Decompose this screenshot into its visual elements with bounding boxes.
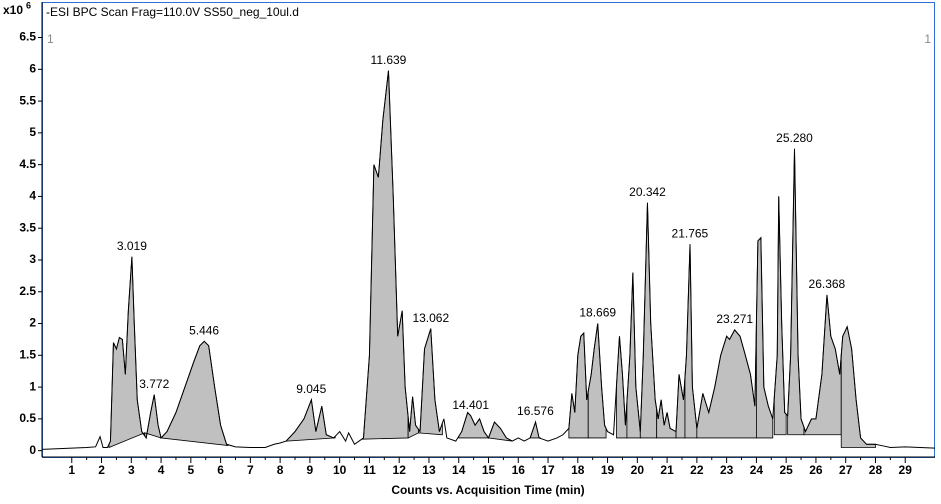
peak-label: 21.765	[672, 226, 709, 240]
x-tick-label: 24	[750, 463, 764, 477]
x-axis-label: Counts vs. Acquisition Time (min)	[391, 483, 584, 497]
peak-label: 14.401	[452, 398, 489, 412]
x-tick-label: 9	[307, 463, 314, 477]
x-tick-label: 10	[333, 463, 347, 477]
peak-label: 3.019	[117, 239, 147, 253]
y-tick-label: 1	[29, 379, 36, 393]
x-tick-label: 18	[571, 463, 585, 477]
plot-frame	[42, 2, 935, 458]
x-tick-label: 5	[187, 463, 194, 477]
y-multiplier-exponent: 6	[26, 0, 31, 10]
x-tick-label: 17	[541, 463, 555, 477]
x-tick-label: 1	[68, 463, 75, 477]
panel-marker: 1	[924, 32, 931, 46]
y-tick-label: 2.5	[19, 284, 36, 298]
chart-title: -ESI BPC Scan Frag=110.0V SS50_neg_10ul.…	[46, 5, 299, 19]
y-tick-label: 3.5	[19, 220, 36, 234]
peak-label: 3.772	[139, 377, 169, 391]
peak-label: 18.669	[579, 306, 616, 320]
y-tick-label: 0	[29, 443, 36, 457]
x-tick-label: 19	[601, 463, 615, 477]
x-tick-label: 8	[277, 463, 284, 477]
peak-label: 23.271	[716, 312, 753, 326]
panel-marker: 1	[47, 32, 54, 46]
y-multiplier: x10	[3, 3, 23, 17]
x-tick-label: 13	[422, 463, 436, 477]
y-tick-label: 1.5	[19, 347, 36, 361]
x-tick-label: 20	[631, 463, 645, 477]
x-tick-label: 27	[839, 463, 853, 477]
y-tick-label: 6	[29, 61, 36, 75]
peak-label: 25.280	[776, 131, 813, 145]
x-tick-label: 6	[217, 463, 224, 477]
y-tick-label: 4	[29, 189, 36, 203]
y-tick-label: 4.5	[19, 157, 36, 171]
y-tick-label: 2	[29, 316, 36, 330]
x-tick-label: 7	[247, 463, 254, 477]
x-tick-label: 29	[899, 463, 913, 477]
x-tick-label: 22	[690, 463, 704, 477]
y-tick-label: 5	[29, 125, 36, 139]
x-tick-label: 16	[512, 463, 526, 477]
x-tick-label: 4	[158, 463, 165, 477]
x-tick-label: 21	[660, 463, 674, 477]
peak-label: 5.446	[189, 324, 219, 338]
trace	[41, 70, 936, 450]
x-tick-label: 25	[779, 463, 793, 477]
x-tick-label: 2	[98, 463, 105, 477]
x-tick-label: 3	[128, 463, 135, 477]
peak-label: 20.342	[629, 185, 666, 199]
y-tick-label: 6.5	[19, 30, 36, 44]
x-tick-label: 28	[869, 463, 883, 477]
y-tick-label: 0.5	[19, 411, 36, 425]
peak-label: 9.045	[296, 382, 326, 396]
x-tick-label: 15	[482, 463, 496, 477]
x-tick-label: 14	[452, 463, 466, 477]
x-tick-label: 26	[809, 463, 823, 477]
peak-label: 11.639	[371, 53, 407, 67]
x-tick-label: 23	[720, 463, 734, 477]
x-tick-label: 11	[363, 463, 376, 477]
y-tick-label: 5.5	[19, 93, 36, 107]
peak-label: 16.576	[517, 404, 554, 418]
peak-label: 13.062	[412, 311, 449, 325]
peak-label: 26.368	[809, 277, 846, 291]
y-tick-label: 3	[29, 252, 36, 266]
x-tick-label: 12	[393, 463, 407, 477]
